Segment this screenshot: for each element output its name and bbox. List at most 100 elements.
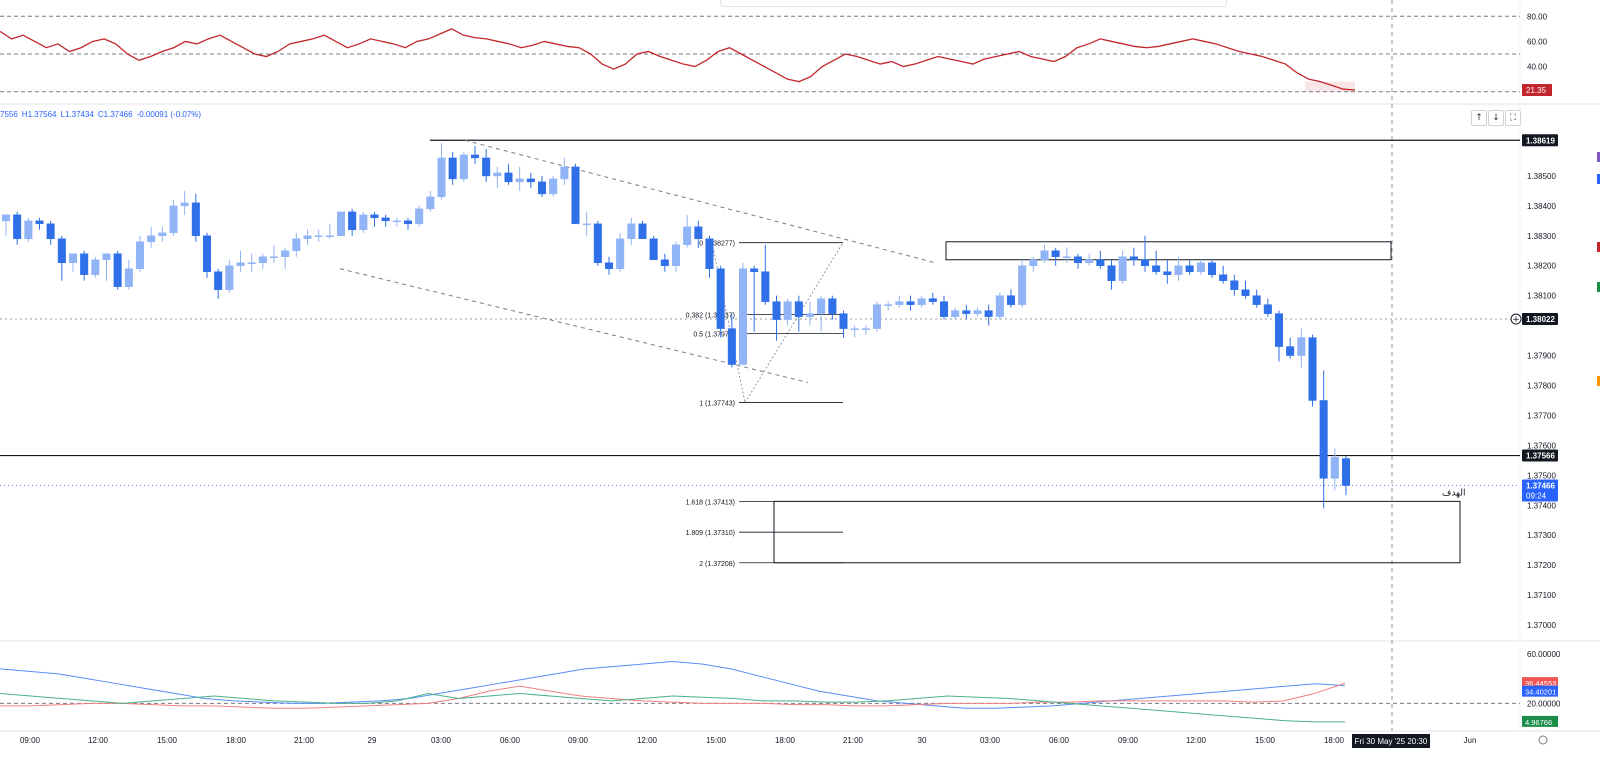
candle-body	[292, 238, 301, 252]
candle-body	[1207, 262, 1217, 275]
candle-body	[649, 238, 658, 260]
top-toolbar-strip[interactable]	[720, 0, 1227, 7]
candle-body	[805, 313, 815, 317]
settings-gear-icon	[1538, 735, 1548, 745]
candle-body	[1140, 259, 1150, 266]
candle-body	[336, 211, 346, 237]
candle-body	[1040, 250, 1049, 260]
edge-marker-blue	[1597, 174, 1600, 184]
fib-level-label: 0.5 (1.37974)	[693, 331, 735, 338]
candle-body	[783, 301, 792, 320]
edge-marker-purple	[1597, 152, 1600, 162]
candle-body	[616, 238, 625, 269]
candle-body	[1219, 274, 1228, 281]
fib-level-label: 1.809 (1.37310)	[686, 530, 735, 537]
candle-body	[750, 268, 759, 272]
candle-body	[1274, 313, 1284, 347]
time-tick-label: 18:00	[226, 736, 247, 745]
time-crosshair-badge	[1352, 734, 1430, 748]
dmi-badge-label: 36.44553	[1525, 679, 1556, 688]
price-badge	[1522, 479, 1558, 502]
candle-body	[660, 259, 669, 266]
candle-body	[303, 235, 312, 240]
move-down-button[interactable]: ↓	[1488, 110, 1504, 126]
candle-body	[571, 166, 580, 225]
candle-body	[459, 154, 468, 180]
time-tick-label: 12:00	[1186, 736, 1207, 745]
candle-body	[828, 298, 837, 314]
dmi-adx-line	[0, 661, 1346, 709]
candle-body	[1029, 259, 1038, 266]
ohlc-open: 7556	[0, 110, 18, 119]
price-badge	[1522, 134, 1558, 147]
candle-body	[794, 301, 803, 317]
candle-body	[973, 310, 982, 314]
candle-body	[1085, 259, 1094, 263]
candle-body	[928, 298, 937, 302]
candle-body	[180, 202, 189, 207]
candle-body	[214, 271, 223, 290]
candle-body	[694, 226, 703, 240]
candle-body	[169, 205, 178, 234]
rsi-current-label: 21.35	[1526, 86, 1547, 95]
trendline-upper	[464, 139, 936, 264]
candle-body	[325, 235, 334, 238]
candle-body	[13, 214, 22, 240]
ohlc-high: H1.37564	[21, 110, 57, 119]
candle-body	[738, 268, 748, 365]
price-badge	[1522, 313, 1558, 326]
candle-body	[124, 268, 133, 287]
time-tick-label: 03:00	[980, 736, 1001, 745]
candle-body	[1018, 265, 1027, 305]
candle-body	[515, 178, 524, 183]
time-tick-label: 21:00	[843, 736, 864, 745]
candle-body	[314, 235, 323, 238]
candle-body	[1196, 262, 1205, 272]
time-tick-label: 09:00	[20, 736, 41, 745]
candle-body	[46, 223, 55, 240]
candle-body	[772, 301, 781, 320]
candle-body	[1096, 259, 1105, 266]
candle-body	[549, 178, 558, 195]
price-tick-label: 1.38300	[1527, 232, 1556, 241]
candle-body	[202, 235, 212, 272]
candle-body	[638, 223, 647, 240]
rsi-current-badge	[1522, 84, 1552, 97]
dmi-plus-line	[0, 693, 1346, 723]
maximize-pane-button[interactable]: ⛶	[1505, 110, 1521, 126]
candle-body	[91, 259, 100, 275]
dmi-tick-label: 60.00000	[1527, 650, 1561, 659]
candle-body	[1286, 346, 1295, 356]
candle-body	[158, 232, 167, 237]
candle-body	[906, 301, 915, 305]
candle-body	[68, 253, 78, 263]
candle-body	[683, 226, 692, 246]
rsi-tick-label: 60.00	[1527, 37, 1548, 46]
candle-body	[370, 214, 379, 219]
candle-body	[135, 241, 145, 269]
dmi-tick-label: 20.00000	[1527, 699, 1561, 708]
price-tick-label: 1.37100	[1527, 591, 1556, 600]
candle-body	[1, 214, 11, 222]
candle-body	[113, 253, 122, 287]
price-tick-label: 1.38100	[1527, 292, 1556, 301]
candle-body	[1263, 304, 1272, 314]
time-tick-label: 18:00	[1324, 736, 1345, 745]
candle-body	[147, 235, 156, 243]
candle-body	[24, 220, 33, 240]
fib-level-label: 0 (1.38277)	[699, 241, 735, 248]
rsi-tick-label: 40.00	[1527, 63, 1548, 72]
candle-body	[1129, 256, 1138, 260]
price-badge-label: 1.37566	[1526, 452, 1555, 461]
candle-body	[671, 244, 681, 266]
time-tick-label: 12:00	[88, 736, 109, 745]
target-zone	[773, 500, 1461, 564]
candle-body	[236, 262, 245, 266]
fib-level-label: 0.382 (1.38037)	[686, 313, 735, 320]
candle-body	[872, 304, 882, 329]
candle-body	[348, 211, 357, 231]
candle-body	[951, 310, 960, 317]
move-up-button[interactable]: ↑	[1471, 110, 1487, 126]
crosshair-add-glyph: +	[1512, 315, 1520, 325]
